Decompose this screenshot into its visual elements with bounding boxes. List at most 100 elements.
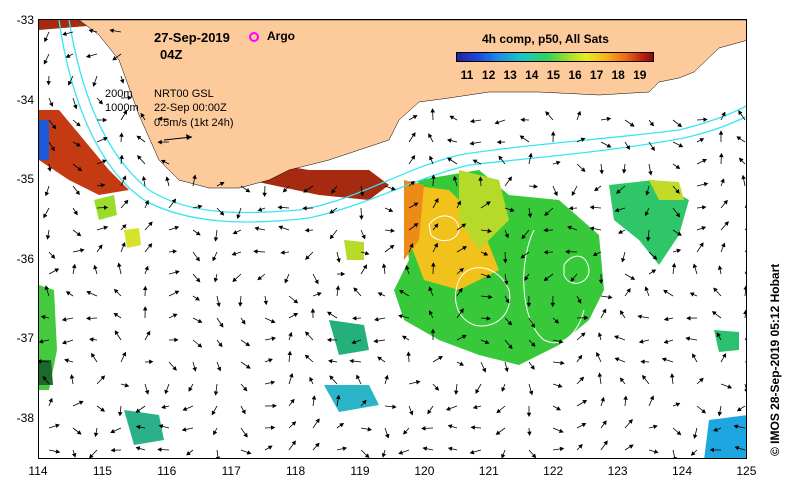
current-vector-head: [390, 228, 395, 233]
current-vector-head: [76, 142, 81, 147]
current-vector-head: [526, 302, 532, 308]
current-vector-head: [42, 375, 48, 381]
current-vector-head: [245, 188, 251, 193]
current-vector-head: [195, 256, 200, 262]
current-vector-head: [359, 191, 365, 197]
current-vector-head: [55, 449, 61, 454]
current-vector-head: [109, 28, 114, 33]
current-vector-head: [642, 374, 647, 380]
current-vector-head: [602, 308, 607, 314]
current-vector-head: [40, 314, 46, 320]
contour-eddy-3: [428, 215, 460, 242]
current-vector-head: [290, 398, 295, 404]
current-vector-head: [724, 221, 729, 226]
current-vector-head: [342, 446, 348, 451]
current-vector-head: [216, 366, 222, 372]
current-vector-head: [508, 344, 513, 350]
current-vector-head: [311, 395, 317, 400]
x-tick-label: 118: [286, 464, 306, 478]
current-vector-head: [406, 351, 411, 356]
current-vector-head: [461, 334, 467, 339]
current-vector-head: [120, 78, 125, 84]
current-vector-head: [197, 204, 203, 210]
current-vector-head: [149, 359, 154, 365]
current-vector-head: [606, 116, 612, 122]
current-vector-head: [645, 190, 650, 196]
current-vector-head: [472, 159, 478, 164]
sst-coastal-blue-edge: [39, 120, 49, 160]
current-vector-head: [192, 174, 197, 180]
legend-isobath-1000: 1000m: [105, 102, 139, 114]
y-tick-label: -38: [16, 410, 34, 425]
current-vector-head: [157, 447, 162, 452]
current-vector-head: [44, 285, 50, 290]
current-vector-head: [721, 242, 726, 248]
current-vector-head: [215, 456, 221, 458]
current-vector-head: [571, 191, 576, 196]
current-vector-head: [503, 259, 508, 264]
legend-vector-scale: 0.5m/s (1kt 24h): [154, 117, 234, 129]
current-vector-head: [717, 265, 723, 270]
current-vector-head: [359, 215, 364, 220]
current-vector-head: [86, 290, 92, 296]
current-vector-head: [669, 373, 675, 378]
current-vector-head: [50, 254, 56, 259]
current-vector-head: [110, 429, 116, 434]
current-vector-head: [102, 159, 107, 164]
current-vector-head: [135, 424, 141, 430]
current-vector-head: [545, 111, 550, 116]
current-vector-head: [141, 175, 147, 181]
contour-eddy-2: [563, 255, 590, 284]
current-vector-head: [71, 453, 77, 458]
current-vector-head: [92, 82, 97, 87]
current-vector-head: [326, 311, 332, 316]
current-vector-head: [713, 427, 718, 432]
sst-east-patch: [609, 180, 689, 265]
current-vector-head: [496, 408, 502, 414]
x-tick-label: 114: [28, 464, 48, 478]
current-vector-head: [699, 377, 704, 383]
current-vector-head: [124, 383, 130, 388]
current-vector-head: [241, 409, 246, 415]
current-vector-head: [213, 391, 219, 396]
current-vector-head: [520, 117, 525, 123]
current-vector-head: [303, 188, 309, 193]
sst-colorbar: [456, 52, 654, 62]
current-vector-head: [268, 358, 273, 363]
isobath-1000-line: [58, 20, 746, 223]
x-tick-label: 119: [350, 464, 370, 478]
current-vector-head: [114, 330, 119, 336]
current-vector-head: [110, 447, 115, 453]
current-vector-head: [428, 133, 433, 139]
colorbar-tick-label: 12: [481, 68, 496, 82]
current-vector-head: [720, 178, 725, 184]
current-vector-head: [381, 263, 387, 268]
current-vector-head: [554, 319, 560, 324]
current-vector-head: [411, 132, 416, 138]
current-vector-head: [398, 450, 404, 455]
current-vector-head: [122, 351, 127, 357]
current-vector-head: [270, 319, 276, 324]
current-vector-head: [559, 446, 565, 452]
current-vector: [744, 228, 746, 231]
current-vector-head: [744, 389, 746, 392]
current-vector-head: [484, 339, 490, 345]
current-vector-head: [212, 256, 217, 262]
current-vector-head: [85, 53, 91, 59]
current-vector-head: [113, 312, 119, 318]
current-vector-head: [600, 396, 605, 402]
current-vector-head: [288, 331, 293, 337]
current-vector-head: [638, 339, 644, 344]
current-vector-head: [576, 110, 582, 116]
legend-source-date: 22-Sep 00:00Z: [154, 102, 227, 114]
current-vector-head: [703, 182, 709, 187]
current-vector-head: [458, 287, 463, 293]
current-vector-head: [157, 139, 162, 145]
current-vector-head: [399, 289, 404, 295]
current-vector-head: [305, 331, 310, 337]
current-vector-head: [447, 424, 453, 429]
current-vector-head: [100, 407, 105, 412]
current-vector-head: [174, 337, 179, 343]
current-vector: [744, 270, 746, 275]
current-vector-head: [79, 248, 85, 253]
